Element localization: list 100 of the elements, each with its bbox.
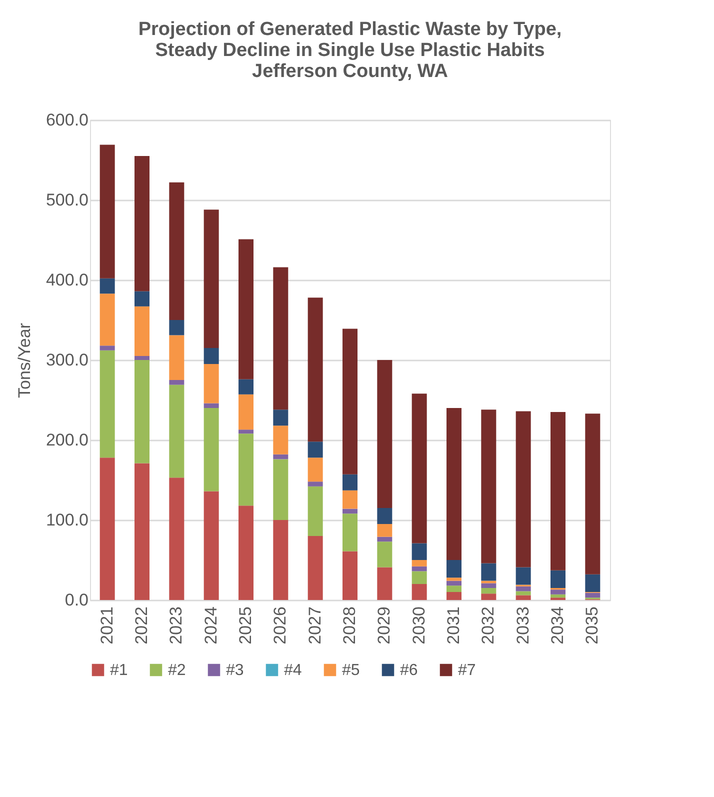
bar bbox=[100, 350, 115, 458]
x-tick-label: 2023 bbox=[166, 606, 186, 644]
bar bbox=[412, 566, 427, 572]
bar bbox=[169, 335, 184, 380]
bar bbox=[238, 379, 254, 394]
bar bbox=[481, 594, 496, 600]
x-tick-label: 2029 bbox=[374, 606, 394, 644]
bar bbox=[308, 482, 323, 486]
bar bbox=[446, 580, 462, 586]
x-tick-label: 2022 bbox=[132, 606, 151, 644]
x-tick-label: 2035 bbox=[582, 606, 602, 644]
y-tick-label: 200.0 bbox=[46, 430, 88, 450]
bar bbox=[169, 380, 184, 385]
x-tick-label: 2021 bbox=[97, 606, 116, 644]
legend-label: #7 bbox=[458, 662, 476, 679]
y-tick-label: 100.0 bbox=[46, 510, 88, 530]
x-tick-label: 2026 bbox=[270, 606, 290, 644]
bar bbox=[377, 508, 392, 524]
bar bbox=[377, 524, 392, 537]
bar bbox=[238, 506, 254, 600]
bar bbox=[100, 346, 115, 350]
bar bbox=[134, 156, 150, 292]
bar bbox=[204, 348, 219, 364]
bar bbox=[446, 560, 462, 578]
bar bbox=[585, 592, 600, 598]
x-tick-label: 2034 bbox=[548, 606, 567, 644]
bar bbox=[169, 182, 184, 320]
y-axis-title: Tons/Year bbox=[14, 322, 34, 398]
bar bbox=[412, 560, 427, 566]
y-tick-label: 0.0 bbox=[64, 590, 88, 610]
x-tick-label: 2032 bbox=[478, 606, 498, 644]
bar bbox=[134, 356, 150, 360]
text: Projection of Generated Plastic Waste by Type, bbox=[138, 19, 562, 40]
bar bbox=[585, 414, 600, 574]
bar bbox=[516, 586, 531, 592]
bar bbox=[585, 574, 600, 592]
bar bbox=[134, 360, 150, 464]
bar bbox=[481, 410, 496, 564]
bar bbox=[100, 144, 115, 278]
bar bbox=[308, 442, 323, 458]
bar bbox=[100, 278, 115, 294]
bar bbox=[550, 594, 566, 598]
bar bbox=[204, 408, 219, 492]
bar bbox=[204, 210, 219, 348]
legend-label: #6 bbox=[400, 662, 418, 679]
y-tick-label: 600.0 bbox=[46, 110, 88, 130]
bar bbox=[516, 595, 531, 600]
bar bbox=[204, 491, 219, 600]
bar bbox=[550, 590, 566, 594]
legend-label: #5 bbox=[342, 662, 360, 679]
bar bbox=[342, 551, 358, 600]
bar bbox=[238, 239, 254, 380]
bar bbox=[342, 490, 358, 509]
bar bbox=[481, 563, 496, 581]
bar bbox=[169, 478, 184, 600]
bar bbox=[412, 394, 427, 544]
bar bbox=[308, 458, 323, 482]
bar bbox=[238, 394, 254, 430]
x-tick-label: 2031 bbox=[444, 606, 463, 644]
bar bbox=[204, 403, 219, 408]
bar bbox=[377, 536, 392, 542]
x-tick-label: 2025 bbox=[236, 606, 255, 644]
bar bbox=[412, 584, 427, 600]
bar bbox=[169, 320, 184, 336]
bar bbox=[100, 294, 115, 346]
bar bbox=[412, 571, 427, 584]
bar bbox=[481, 583, 496, 588]
text: Jefferson County, WA bbox=[252, 61, 448, 82]
bar bbox=[134, 463, 150, 600]
bar bbox=[412, 543, 427, 560]
legend-label: #3 bbox=[226, 662, 244, 679]
bar bbox=[446, 408, 462, 560]
bar bbox=[134, 291, 150, 306]
bar bbox=[100, 458, 115, 600]
bar bbox=[273, 426, 288, 454]
x-tick-label: 2024 bbox=[201, 606, 220, 644]
bar bbox=[308, 298, 323, 442]
bar bbox=[516, 411, 531, 568]
bar bbox=[342, 328, 358, 474]
bar bbox=[169, 384, 184, 478]
legend-label: #1 bbox=[110, 662, 128, 679]
bar bbox=[273, 410, 288, 426]
bar bbox=[377, 360, 392, 508]
legend-label: #4 bbox=[284, 662, 302, 679]
text: Steady Decline in Single Use Plastic Habits bbox=[155, 40, 545, 61]
bar bbox=[446, 592, 462, 600]
y-tick-label: 500.0 bbox=[46, 190, 88, 210]
x-tick-label: 2027 bbox=[305, 606, 324, 644]
bar bbox=[308, 536, 323, 600]
bar bbox=[377, 542, 392, 568]
bar bbox=[516, 591, 531, 596]
y-tick-label: 400.0 bbox=[46, 270, 88, 290]
bar bbox=[446, 578, 462, 581]
x-tick-label: 2030 bbox=[409, 606, 428, 644]
bar bbox=[238, 430, 254, 434]
x-tick-label: 2033 bbox=[513, 606, 532, 644]
bar bbox=[273, 267, 288, 410]
bar bbox=[308, 486, 323, 536]
bar bbox=[134, 306, 150, 356]
bar bbox=[550, 412, 566, 570]
